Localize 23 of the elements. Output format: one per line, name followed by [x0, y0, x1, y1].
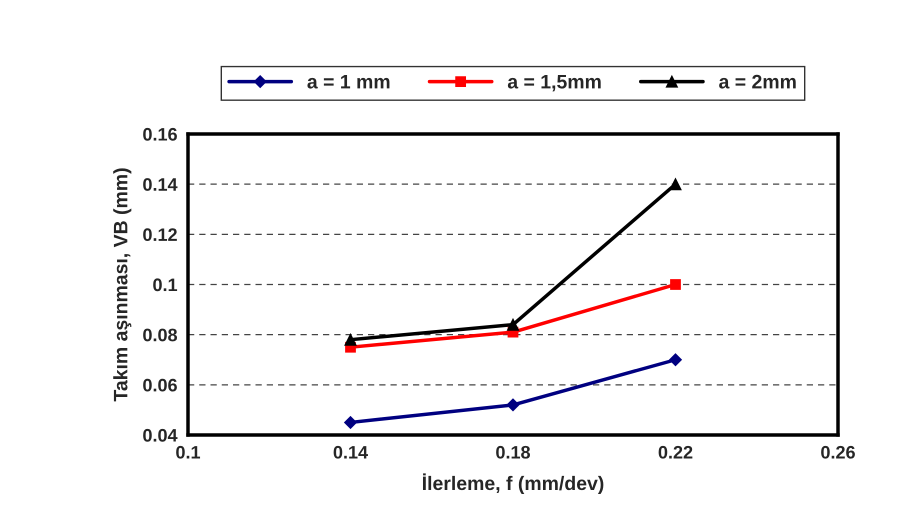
point — [669, 353, 682, 366]
x-tick-label: 0.18 — [496, 446, 530, 459]
y-tick-label: 0.1 — [153, 278, 178, 292]
y-tick-label: 0.14 — [143, 178, 178, 191]
y-tick-label: 0.12 — [143, 228, 177, 242]
point — [344, 416, 357, 429]
point — [506, 398, 520, 412]
y-tick-label: 0.08 — [143, 328, 178, 342]
legend-label: a = 1 mm — [307, 75, 390, 89]
x-tick-label: 0.14 — [334, 446, 368, 459]
y-tick-label: 0.04 — [143, 428, 178, 442]
y-tick-label: 0.06 — [143, 378, 177, 392]
point — [344, 334, 357, 346]
legend-label: a = 1,5mm — [508, 75, 601, 92]
y-tick-label: 0.16 — [143, 128, 177, 141]
x-tick-label: 0.26 — [821, 446, 855, 459]
legend-label: a = 2mm — [719, 74, 796, 89]
point — [670, 279, 681, 290]
x-tick-label: 0.1 — [176, 446, 200, 459]
y-axis-title: Takım aşınması, VB (mm) — [113, 168, 132, 402]
x-axis-title: İlerleme, f (mm/dev) — [422, 473, 604, 494]
x-tick-label: 0.22 — [658, 446, 692, 459]
point — [506, 318, 520, 331]
